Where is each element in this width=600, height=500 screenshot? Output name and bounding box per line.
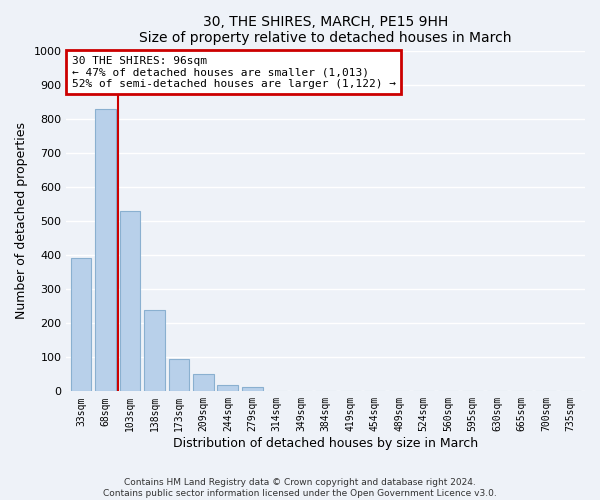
Text: Contains HM Land Registry data © Crown copyright and database right 2024.
Contai: Contains HM Land Registry data © Crown c…	[103, 478, 497, 498]
Bar	[95, 109, 116, 392]
Title: 30, THE SHIRES, MARCH, PE15 9HH
Size of property relative to detached houses in : 30, THE SHIRES, MARCH, PE15 9HH Size of …	[139, 15, 512, 45]
Bar	[242, 387, 263, 392]
Text: 30 THE SHIRES: 96sqm
← 47% of detached houses are smaller (1,013)
52% of semi-de: 30 THE SHIRES: 96sqm ← 47% of detached h…	[71, 56, 395, 89]
Bar	[217, 384, 238, 392]
Bar	[119, 210, 140, 392]
Bar	[144, 310, 165, 392]
Y-axis label: Number of detached properties: Number of detached properties	[15, 122, 28, 320]
Bar	[169, 359, 190, 392]
Bar	[193, 374, 214, 392]
X-axis label: Distribution of detached houses by size in March: Distribution of detached houses by size …	[173, 437, 478, 450]
Bar	[71, 258, 91, 392]
